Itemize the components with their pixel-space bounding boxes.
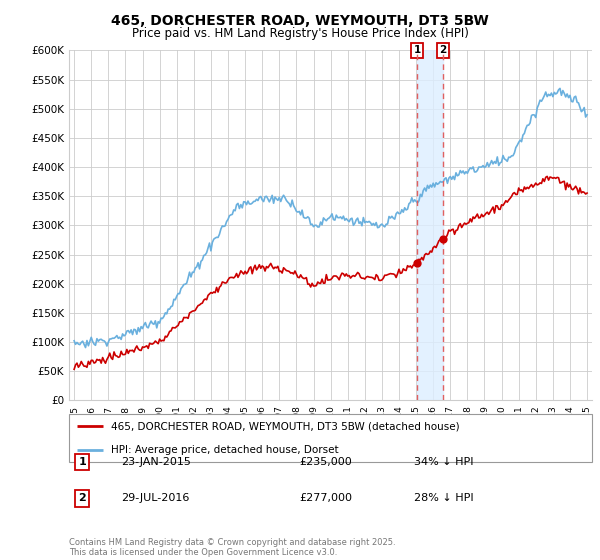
Text: 29-JUL-2016: 29-JUL-2016 — [121, 493, 190, 503]
Text: HPI: Average price, detached house, Dorset: HPI: Average price, detached house, Dors… — [111, 445, 338, 455]
Text: Contains HM Land Registry data © Crown copyright and database right 2025.
This d: Contains HM Land Registry data © Crown c… — [69, 538, 395, 557]
Text: 28% ↓ HPI: 28% ↓ HPI — [415, 493, 474, 503]
Text: 465, DORCHESTER ROAD, WEYMOUTH, DT3 5BW (detached house): 465, DORCHESTER ROAD, WEYMOUTH, DT3 5BW … — [111, 421, 460, 431]
Bar — [417, 50, 443, 400]
Text: 34% ↓ HPI: 34% ↓ HPI — [415, 457, 474, 467]
Text: Price paid vs. HM Land Registry's House Price Index (HPI): Price paid vs. HM Land Registry's House … — [131, 27, 469, 40]
Text: 1: 1 — [413, 45, 421, 55]
Text: 2: 2 — [78, 493, 86, 503]
Text: 2: 2 — [439, 45, 447, 55]
Text: £277,000: £277,000 — [299, 493, 352, 503]
Text: 465, DORCHESTER ROAD, WEYMOUTH, DT3 5BW: 465, DORCHESTER ROAD, WEYMOUTH, DT3 5BW — [111, 14, 489, 28]
Text: 1: 1 — [78, 457, 86, 467]
Text: 23-JAN-2015: 23-JAN-2015 — [121, 457, 191, 467]
Text: £235,000: £235,000 — [299, 457, 352, 467]
